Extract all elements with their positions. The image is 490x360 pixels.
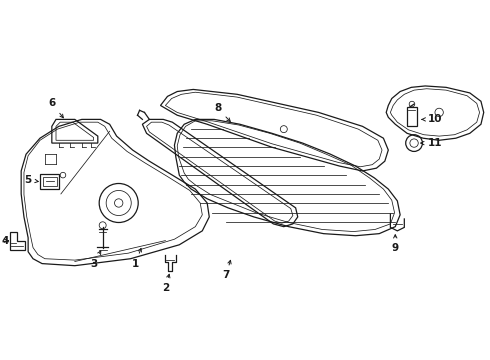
Circle shape [99,222,106,229]
Text: 9: 9 [392,235,399,253]
Text: 10: 10 [422,114,442,125]
Text: 1: 1 [132,248,142,269]
Text: 7: 7 [222,260,231,280]
Text: 5: 5 [24,175,38,185]
Text: 6: 6 [48,98,63,118]
Text: 3: 3 [90,251,101,269]
Text: 8: 8 [214,103,230,121]
Circle shape [409,101,415,107]
Text: 11: 11 [421,138,442,148]
Text: 4: 4 [1,235,9,246]
Text: 2: 2 [162,274,170,293]
